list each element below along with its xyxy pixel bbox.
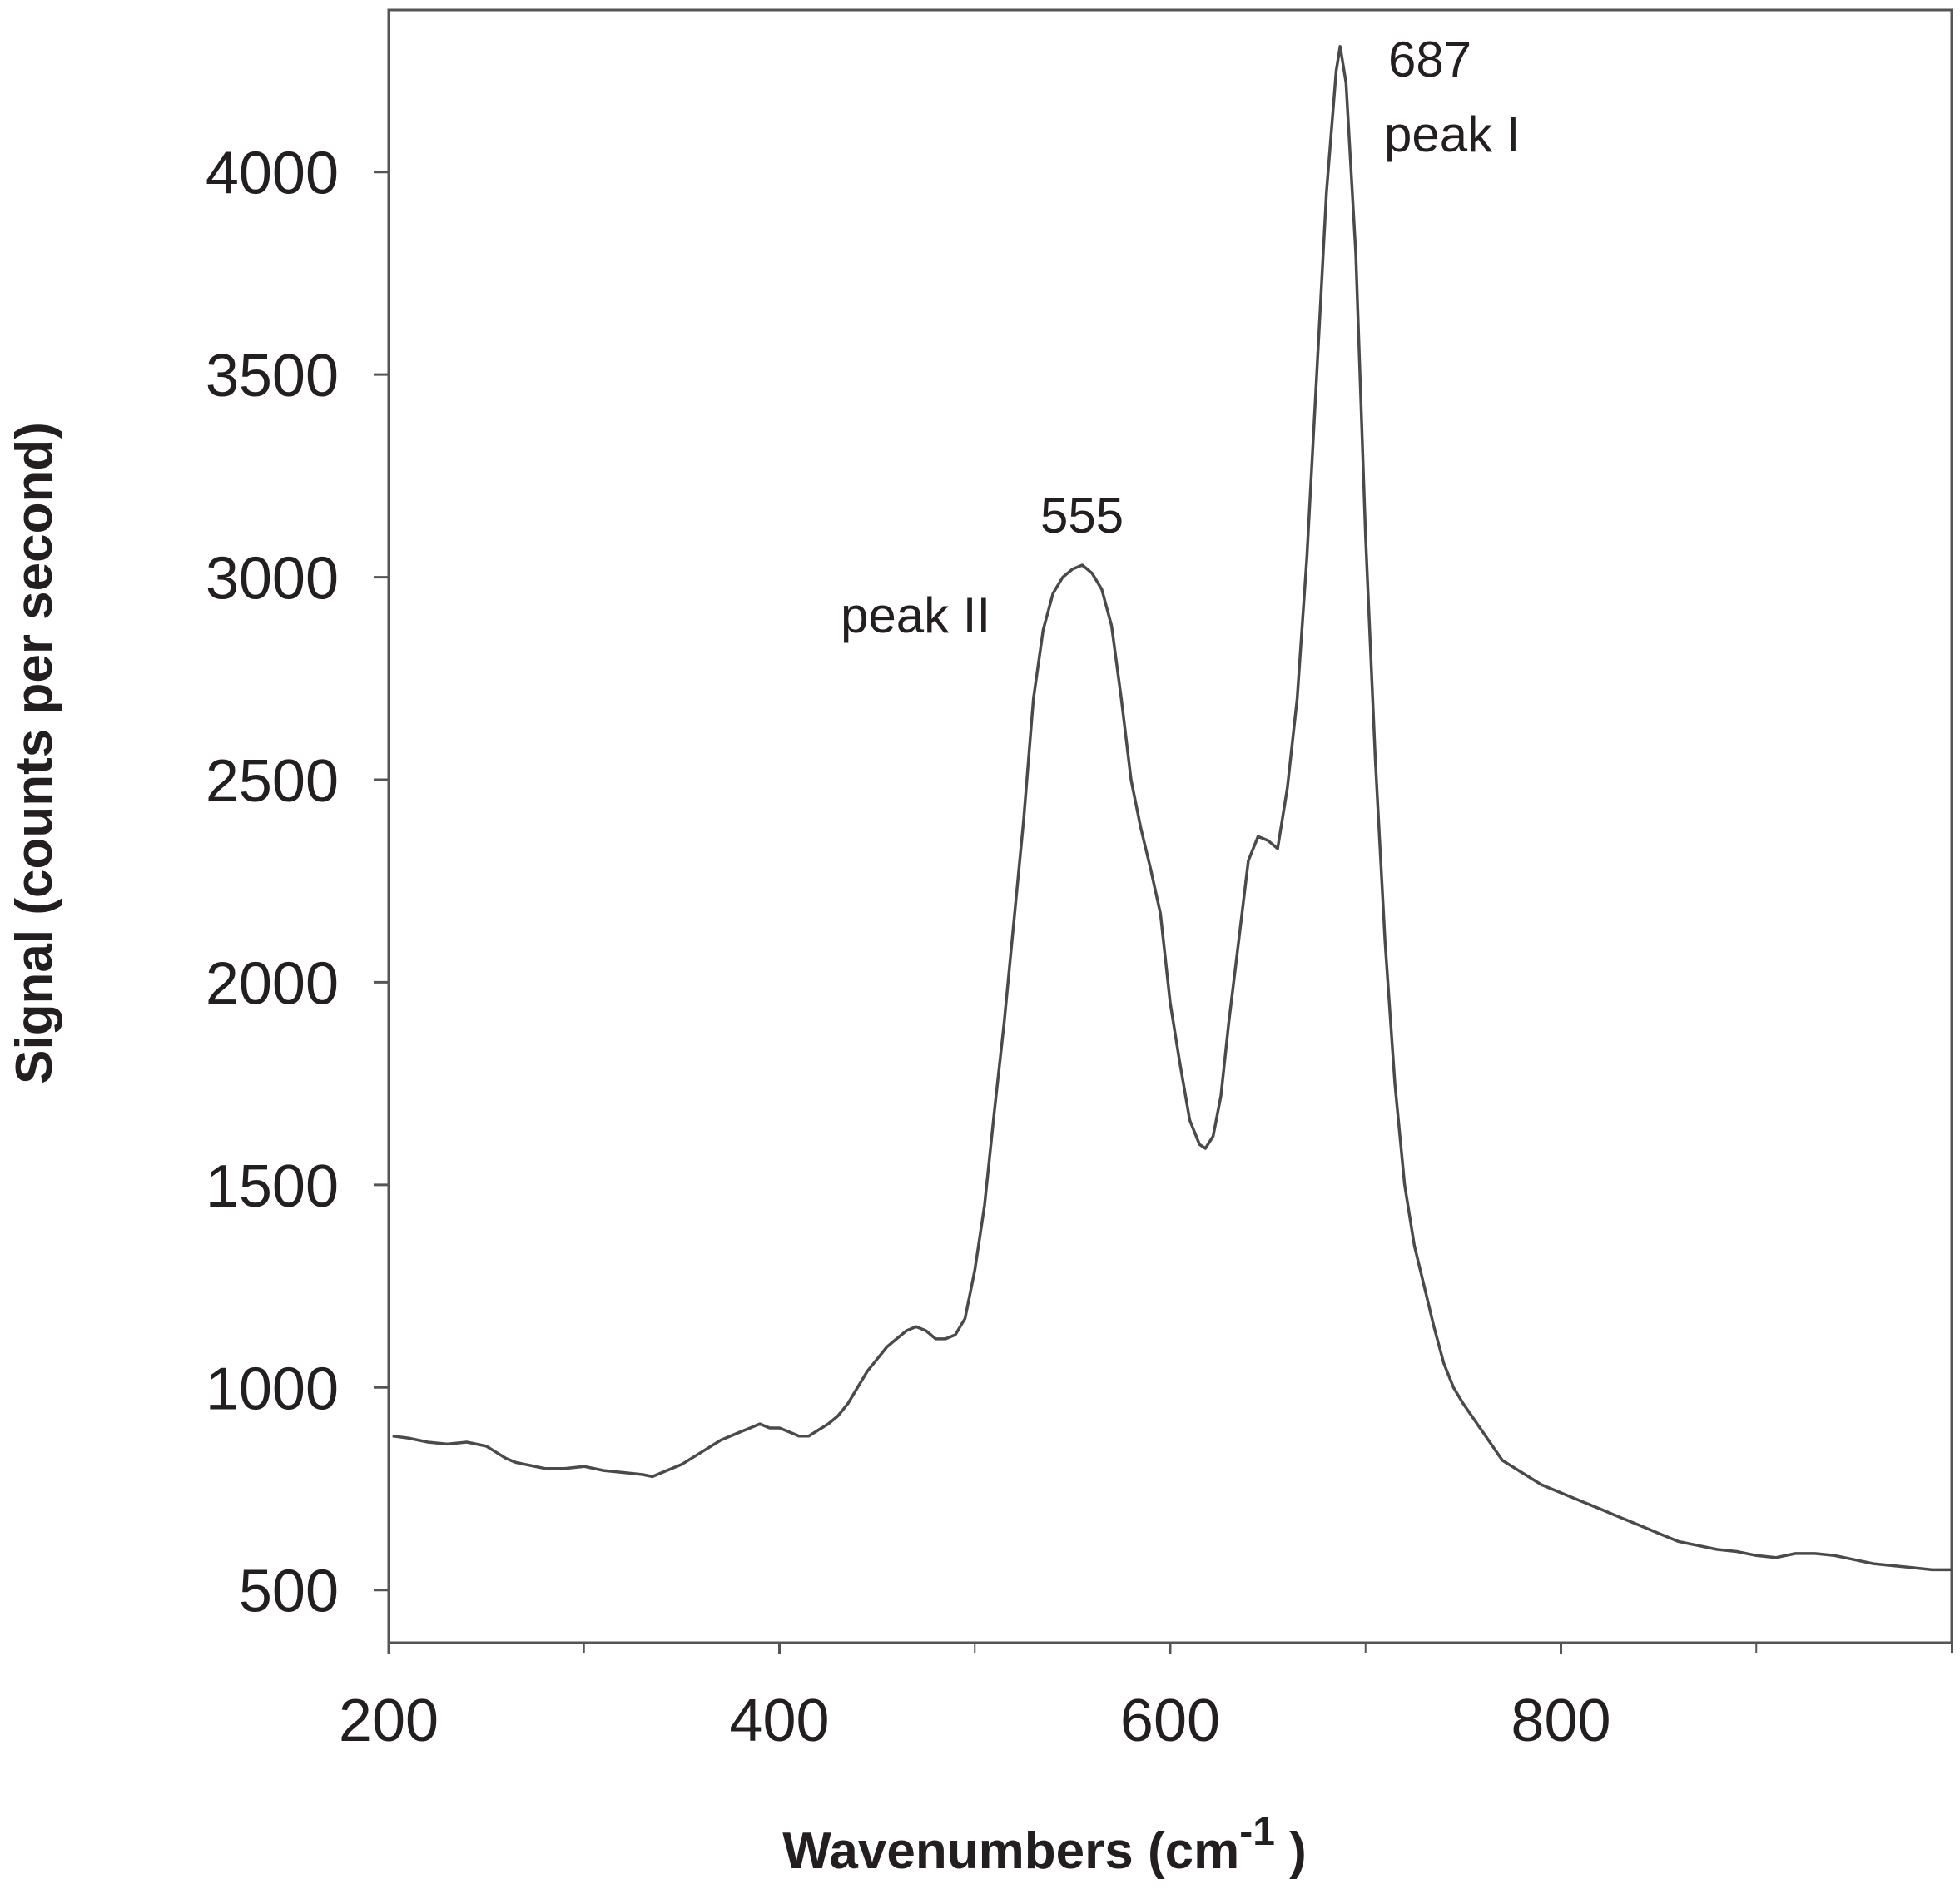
plot-frame — [387, 8, 1953, 1644]
x-axis-title-superscript: -1 — [1239, 1810, 1275, 1854]
x-tick-label-200: 200 — [339, 1688, 439, 1754]
x-tick-label-800: 800 — [1511, 1688, 1610, 1754]
x-tick-label-600: 600 — [1120, 1688, 1220, 1754]
x-axis-title-text: Wavenumbers (cm — [782, 1822, 1239, 1880]
y-axis-tick-labels: 500 1000 1500 2000 2500 3000 3500 4000 — [206, 141, 339, 1625]
annotation-peak-ii-label: peak II — [841, 588, 990, 643]
y-tick-label-4000: 4000 — [206, 141, 339, 207]
y-axis-ticks — [374, 171, 389, 1592]
x-axis-ticks — [387, 1643, 1953, 1654]
spectrum-series-line — [392, 45, 1952, 1572]
x-axis-tick-labels: 200 400 600 800 — [339, 1688, 1611, 1754]
y-tick-label-2000: 2000 — [206, 950, 339, 1017]
x-axis-title-close: ) — [1275, 1822, 1307, 1880]
y-axis-title: Signal (counts per second) — [6, 422, 63, 1084]
y-tick-label-1500: 1500 — [206, 1153, 339, 1220]
y-tick-label-2500: 2500 — [206, 748, 339, 815]
x-tick-label-400: 400 — [729, 1688, 829, 1754]
y-tick-label-1000: 1000 — [206, 1356, 339, 1422]
annotation-peak-i-label: peak I — [1384, 107, 1520, 162]
annotation-peak-i-value: 687 — [1388, 32, 1471, 87]
annotation-peak-ii-value: 555 — [1040, 488, 1124, 543]
x-axis-title: Wavenumbers (cm-1 ) — [782, 1810, 1307, 1880]
y-tick-label-500: 500 — [239, 1559, 339, 1625]
y-tick-label-3000: 3000 — [206, 546, 339, 612]
y-tick-label-3500: 3500 — [206, 343, 339, 409]
